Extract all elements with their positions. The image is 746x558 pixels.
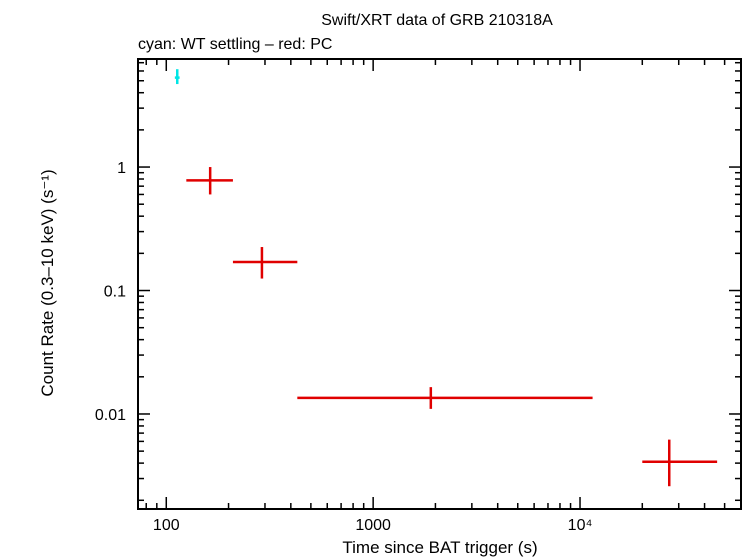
chart-subtitle: cyan: WT settling – red: PC [138,36,332,53]
data-point [297,387,593,409]
y-tick-label: 1 [117,160,126,177]
y-axis-label: Count Rate (0.3–10 keV) (s⁻¹) [38,169,57,396]
data-point [642,439,718,487]
y-tick-label: 0.01 [95,407,126,424]
x-tick-label: 100 [153,517,180,534]
chart-title: Swift/XRT data of GRB 210318A [321,12,553,29]
x-tick-label: 10⁴ [568,517,593,534]
data-point [186,167,233,195]
x-tick-label: 1000 [355,517,391,534]
x-axis-label: Time since BAT trigger (s) [342,538,537,557]
data-point [174,69,180,85]
plot-frame [137,58,742,510]
y-tick-label: 0.1 [104,284,126,301]
data-point [232,247,298,279]
